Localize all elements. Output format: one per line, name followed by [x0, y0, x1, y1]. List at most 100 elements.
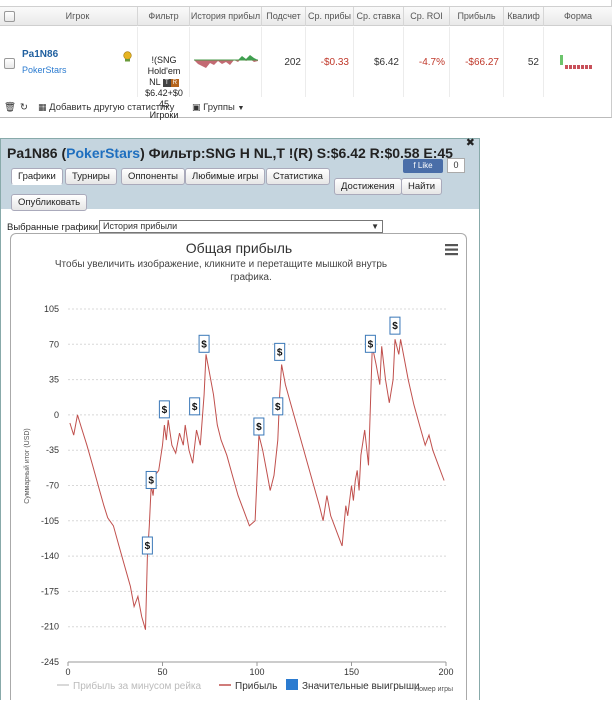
chart-container[interactable]: Общая прибыль Чтобы увеличить изображени…	[10, 233, 467, 700]
col-player[interactable]: Игрок	[18, 7, 138, 26]
legend-label-rake[interactable]: Прибыль за минусом рейка	[73, 680, 202, 692]
tab-charts[interactable]: Графики	[11, 168, 63, 185]
select-all-checkbox[interactable]	[4, 11, 15, 22]
big-win-marker[interactable]	[189, 397, 201, 416]
tab-statistics[interactable]: Статистика	[266, 168, 330, 185]
profit-chart[interactable]: Общая прибыль Чтобы увеличить изображени…	[11, 234, 468, 701]
big-win-marker-label: $	[148, 475, 154, 486]
col-form[interactable]: Форма	[563, 11, 593, 21]
col-filter[interactable]: Фильтр	[138, 7, 190, 26]
facebook-like-label: Like	[417, 161, 433, 170]
chart-selector-label: Выбранные графики:	[7, 222, 101, 233]
big-win-marker[interactable]	[272, 397, 284, 416]
facebook-like-button[interactable]: f Like	[403, 159, 443, 173]
tab-favorite-games[interactable]: Любимые игры	[185, 168, 266, 185]
col-avg-profit[interactable]: Ср. прибы	[306, 7, 354, 26]
turbo-icon: T	[162, 78, 171, 87]
stats-header-row: Игрок Фильтр История прибыл Подсчет Ср. …	[0, 6, 612, 26]
profit-value: -$66.27	[450, 27, 504, 97]
filter-line: Игроки	[149, 110, 179, 120]
stats-toolbar: 🗑 ↻ ▦ Добавить другую статистику ▣ Групп…	[0, 100, 612, 116]
chart-selector-value: История прибыли	[103, 221, 178, 231]
add-stat-label: Добавить другую статистику	[49, 102, 175, 113]
add-stat-button[interactable]: ▦ Добавить другую статистику	[38, 102, 174, 113]
col-avg-stake[interactable]: Ср. ставка	[354, 7, 404, 26]
popup-header: Pa1N86 (PokerStars) Фильтр:SNG H NL,T !(…	[1, 137, 479, 211]
avg-stake-value: $6.42	[354, 27, 404, 97]
tab-search[interactable]: Найти	[401, 178, 443, 195]
chart-title: Общая прибыль	[186, 240, 292, 256]
big-win-marker[interactable]	[253, 417, 265, 436]
filter-line: $6.42+$0	[145, 88, 183, 98]
col-avg-roi[interactable]: Ср. ROI	[404, 7, 450, 26]
popup-player-name: Pa1N86	[7, 145, 58, 161]
legend-label-profit[interactable]: Прибыль	[235, 680, 277, 692]
filter-line: !(SNG	[151, 55, 177, 65]
big-win-marker-label: $	[368, 339, 374, 350]
y-tick-label: -245	[41, 657, 59, 667]
row-checkbox[interactable]	[4, 58, 15, 69]
close-icon[interactable]: ✖	[465, 137, 475, 149]
tab-publish[interactable]: Опубликовать	[11, 194, 88, 211]
y-tick-label: -140	[41, 551, 59, 561]
facebook-icon: f	[413, 161, 416, 170]
player-site-link[interactable]: PokerStars	[22, 65, 67, 75]
qualifiers-value: 52	[504, 27, 544, 97]
big-win-marker-label: $	[162, 405, 168, 416]
trash-icon[interactable]: 🗑	[4, 102, 17, 113]
big-win-marker-label: $	[277, 347, 283, 358]
player-name-link[interactable]: Pa1N86	[22, 49, 59, 60]
x-tick-label: 50	[157, 667, 167, 677]
profit-series-line[interactable]	[69, 339, 445, 630]
big-win-marker[interactable]	[145, 470, 157, 489]
y-tick-label: -105	[41, 516, 59, 526]
big-win-marker[interactable]	[158, 400, 170, 419]
col-count[interactable]: Подсчет	[262, 7, 306, 26]
groups-label: Группы	[203, 102, 235, 113]
big-win-marker[interactable]	[389, 316, 401, 335]
big-win-marker[interactable]	[198, 334, 210, 353]
big-win-marker-label: $	[145, 541, 151, 552]
y-tick-label: -175	[41, 586, 59, 596]
y-tick-label: -70	[46, 481, 59, 491]
facebook-like-count: 0	[447, 158, 465, 173]
refresh-icon[interactable]: ↻	[20, 102, 28, 113]
x-tick-label: 100	[249, 667, 264, 677]
stats-icon: ▦	[38, 102, 47, 112]
big-win-marker[interactable]	[141, 536, 153, 555]
tab-achievements[interactable]: Достижения	[334, 178, 402, 195]
profit-history-sparkline[interactable]	[190, 27, 262, 97]
y-axis-label: Суммарный итог (USD)	[23, 428, 31, 504]
chevron-down-icon: ▼	[371, 222, 379, 231]
form-indicator	[544, 27, 612, 97]
big-win-marker-label: $	[256, 422, 262, 433]
legend-swatch-big-wins	[286, 679, 298, 690]
popup-site-link[interactable]: PokerStars	[66, 145, 141, 161]
tab-tournaments[interactable]: Турниры	[65, 168, 117, 185]
chart-selector-dropdown[interactable]: История прибыли ▼	[99, 220, 383, 233]
legend-label-big-wins[interactable]: Значительные выигрыши	[302, 681, 420, 692]
count-value: 202	[262, 27, 306, 97]
big-win-marker[interactable]	[364, 334, 376, 353]
col-profit-history[interactable]: История прибыл	[190, 7, 262, 26]
big-win-marker[interactable]	[274, 342, 286, 361]
x-axis-label: Номер игры	[414, 686, 453, 693]
chart-menu-icon[interactable]	[445, 244, 458, 256]
col-profit[interactable]: Прибыль	[450, 7, 504, 26]
stats-panel: Игрок Фильтр История прибыл Подсчет Ср. …	[0, 0, 612, 120]
y-tick-label: -210	[41, 622, 59, 632]
groups-button[interactable]: ▣ Группы ▼	[192, 102, 244, 113]
folder-icon: ▣	[192, 102, 201, 112]
y-tick-label: 105	[44, 304, 59, 314]
big-win-marker-label: $	[201, 339, 207, 350]
tab-opponents[interactable]: Оппоненты	[121, 168, 185, 185]
chart-subtitle-line: Чтобы увеличить изображение, кликните и …	[55, 258, 387, 270]
x-tick-label: 150	[344, 667, 359, 677]
player-cell: Pa1N86 PokerStars	[18, 27, 138, 97]
chart-subtitle-line: графика.	[230, 271, 272, 283]
form-bars	[560, 55, 592, 69]
col-qualifiers[interactable]: Квалиф	[504, 7, 544, 26]
chevron-down-icon: ▼	[237, 105, 245, 112]
award-icon	[122, 51, 133, 62]
